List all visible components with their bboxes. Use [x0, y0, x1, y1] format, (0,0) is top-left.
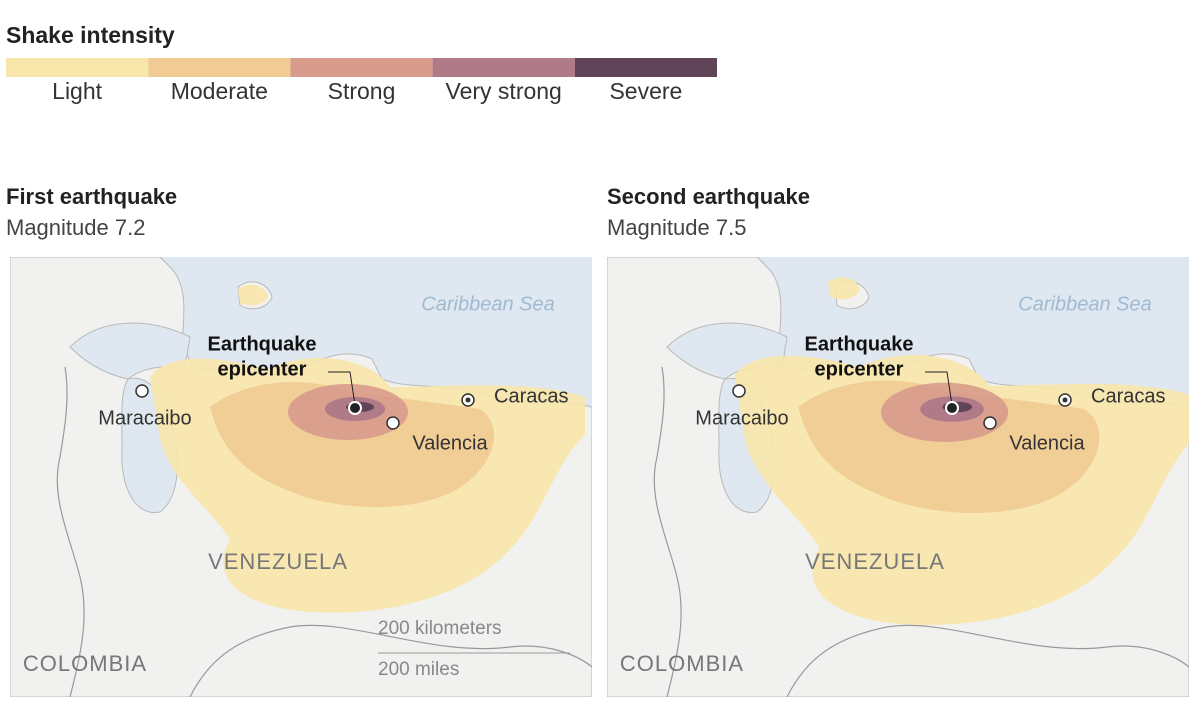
border	[653, 366, 682, 697]
epicenter-dot	[348, 401, 362, 415]
legend-swatch	[290, 58, 433, 77]
legend-label: Severe	[609, 78, 682, 104]
legend-label: Moderate	[171, 78, 268, 104]
city-label: Caracas	[494, 385, 568, 407]
city-dot	[983, 416, 997, 430]
capital-dot	[1062, 397, 1068, 403]
country-label: COLOMBIA	[23, 651, 147, 676]
capital-dot	[465, 397, 471, 403]
leader	[328, 371, 356, 406]
epicenter-label: Earthquake	[805, 333, 914, 355]
scale-label: 200 kilometers	[378, 618, 502, 639]
legend-swatch	[574, 58, 717, 77]
map-title: Second earthquake	[607, 184, 810, 209]
border	[189, 624, 592, 697]
map-subtitle: Magnitude 7.5	[607, 215, 746, 240]
city-dot	[135, 384, 149, 398]
border	[56, 366, 85, 697]
country-label: COLOMBIA	[620, 651, 744, 676]
leader	[925, 371, 953, 406]
map-body	[10, 257, 592, 697]
legend-swatch	[6, 58, 149, 77]
map: Caribbean Sea Earthquake epicenter Maracaib…	[607, 257, 1189, 697]
map: Caribbean Sea Earthquake epicenter Maracaib…	[10, 257, 592, 697]
epicenter-label: Earthquake	[208, 333, 317, 355]
scale-label: 200 miles	[378, 659, 459, 680]
country-label: VENEZUELA	[208, 549, 348, 574]
map-title: First earthquake	[6, 184, 177, 209]
city-label: Caracas	[1091, 385, 1165, 407]
shaking	[150, 284, 585, 613]
epicenter-dot	[945, 401, 959, 415]
legend-label: Very strong	[446, 78, 562, 104]
shaking	[734, 277, 1189, 625]
shake-moderate	[798, 380, 1100, 514]
country-label: VENEZUELA	[805, 549, 945, 574]
epicenter-label: epicenter	[218, 358, 307, 380]
sea-label: Caribbean Sea	[421, 293, 554, 315]
legend-label: Strong	[328, 78, 396, 104]
legend-label: Light	[52, 78, 102, 104]
shake-moderate	[210, 382, 495, 508]
legend-swatch	[432, 58, 575, 77]
border	[786, 624, 1189, 697]
city-dot	[386, 416, 400, 430]
sea-label: Caribbean Sea	[1018, 293, 1151, 315]
city-label: Valencia	[1009, 432, 1085, 454]
map-body	[607, 257, 1189, 697]
city-label: Valencia	[412, 432, 488, 454]
city-dot	[732, 384, 746, 398]
city-label: Maracaibo	[695, 407, 788, 429]
epicenter-label: epicenter	[815, 358, 904, 380]
legend-title: Shake intensity	[6, 22, 175, 48]
map-subtitle: Magnitude 7.2	[6, 215, 145, 240]
legend-swatch	[148, 58, 291, 77]
city-label: Maracaibo	[98, 407, 191, 429]
